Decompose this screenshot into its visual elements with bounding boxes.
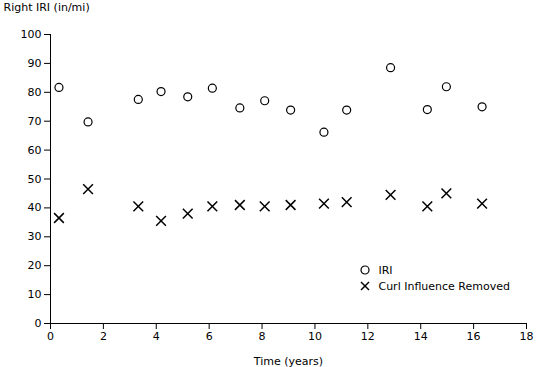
svg-text:20: 20 xyxy=(28,259,42,272)
svg-text:10: 10 xyxy=(28,288,42,301)
svg-text:50: 50 xyxy=(28,173,42,186)
svg-text:0: 0 xyxy=(47,330,54,343)
svg-text:Right IRI (in/mi): Right IRI (in/mi) xyxy=(4,1,90,14)
svg-text:14: 14 xyxy=(414,330,428,343)
svg-text:2: 2 xyxy=(100,330,107,343)
svg-text:10: 10 xyxy=(308,330,322,343)
svg-text:100: 100 xyxy=(21,28,42,41)
svg-text:16: 16 xyxy=(467,330,481,343)
html-text:Curl Influence Removed: Curl Influence Removed xyxy=(378,279,510,293)
svg-text:8: 8 xyxy=(259,330,266,343)
svg-text:12: 12 xyxy=(361,330,375,343)
svg-text:Time (years): Time (years) xyxy=(253,355,323,367)
svg-text:80: 80 xyxy=(28,86,42,99)
html-text:IRI: IRI xyxy=(378,263,393,277)
svg-text:4: 4 xyxy=(153,330,160,343)
svg-text:90: 90 xyxy=(28,57,42,70)
svg-text:30: 30 xyxy=(28,230,42,243)
svg-text:40: 40 xyxy=(28,201,42,214)
svg-text:0: 0 xyxy=(35,317,42,330)
svg-text:70: 70 xyxy=(28,115,42,128)
svg-text:60: 60 xyxy=(28,144,42,157)
svg-text:18: 18 xyxy=(520,330,534,343)
svg-text:6: 6 xyxy=(206,330,213,343)
